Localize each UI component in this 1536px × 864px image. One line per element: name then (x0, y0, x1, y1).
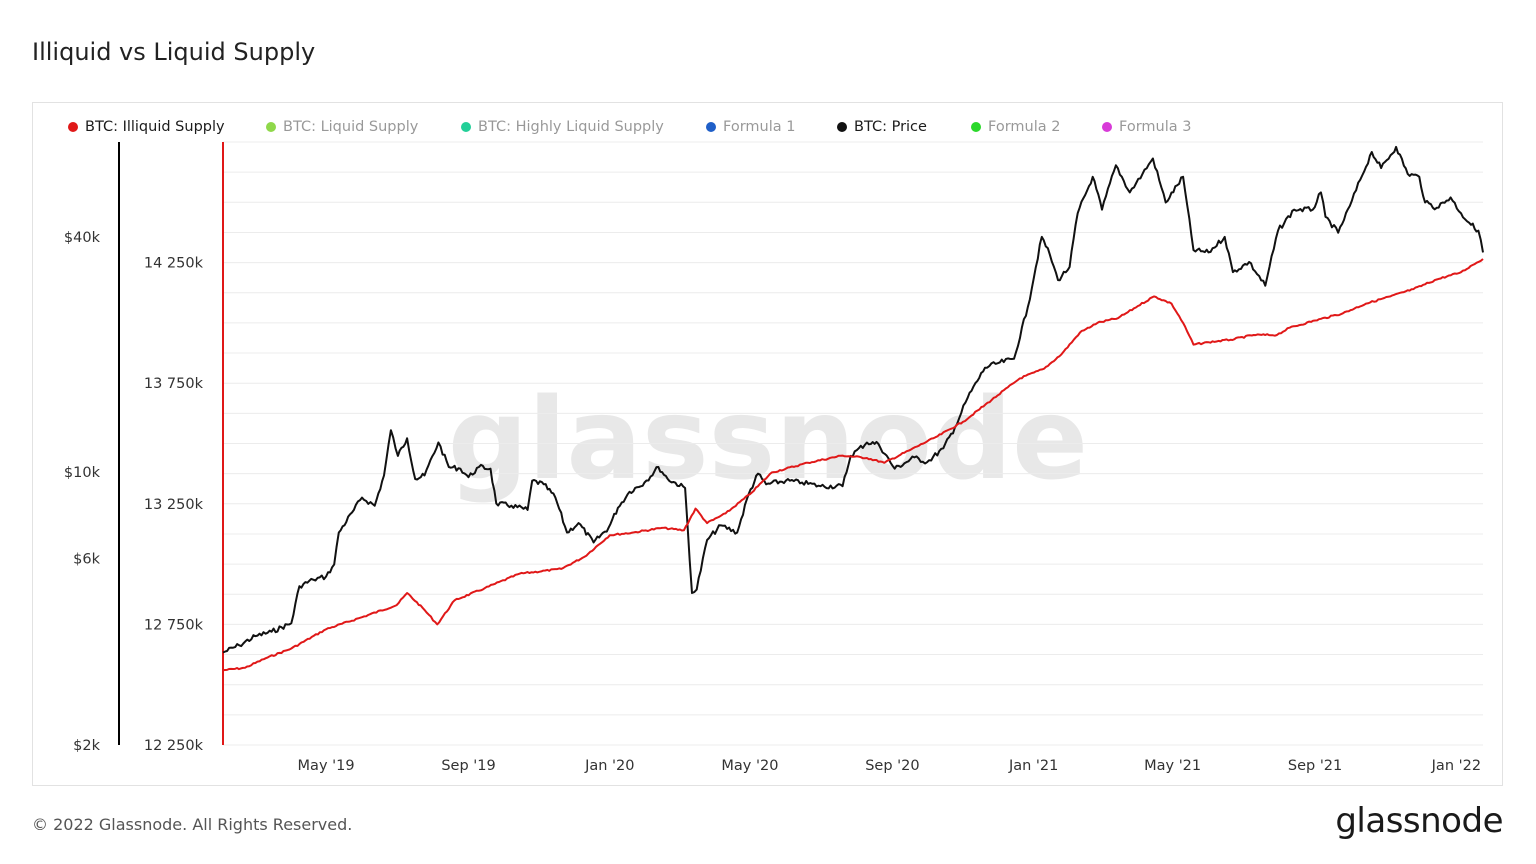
x-tick-label: May '19 (298, 758, 355, 774)
legend-label: BTC: Highly Liquid Supply (478, 119, 664, 135)
legend-dot-icon (837, 122, 847, 132)
legend-dot-icon (68, 122, 78, 132)
glassnode-logo: glassnode (1335, 801, 1503, 841)
right-axis-ticks: 12 250k 12 750k 13 250k 13 750k 14 250k (144, 256, 204, 754)
x-tick-label: Sep '21 (1288, 758, 1342, 774)
right-tick-label: 13 750k (144, 376, 204, 392)
legend-item-formula-2[interactable]: Formula 2 (971, 119, 1102, 135)
legend-item-formula-3[interactable]: Formula 3 (1102, 119, 1202, 135)
legend-dot-icon (266, 122, 276, 132)
series-lines (222, 145, 1484, 672)
legend-label: BTC: Price (854, 119, 927, 135)
legend-label: Formula 3 (1119, 119, 1192, 135)
copyright-footer: © 2022 Glassnode. All Rights Reserved. (32, 815, 353, 834)
legend-dot-icon (461, 122, 471, 132)
legend-label: BTC: Liquid Supply (283, 119, 419, 135)
left-axis-ticks: $2k $6k $10k $40k (64, 230, 101, 754)
legend-dot-icon (1102, 122, 1112, 132)
x-tick-label: Jan '22 (1431, 758, 1481, 774)
legend-item-btc-price[interactable]: BTC: Price (837, 119, 971, 135)
x-axis-ticks: May '19 Sep '19 Jan '20 May '20 Sep '20 Jan '… (298, 758, 1482, 774)
right-tick-label: 12 750k (144, 617, 204, 633)
legend-dot-icon (706, 122, 716, 132)
legend-dot-icon (971, 122, 981, 132)
chart-title: Illiquid vs Liquid Supply (32, 38, 316, 66)
legend-item-illiquid-supply[interactable]: BTC: Illiquid Supply (68, 119, 266, 135)
left-tick-label: $40k (64, 230, 101, 246)
x-tick-label: Jan '21 (1008, 758, 1058, 774)
left-tick-label: $6k (73, 552, 100, 568)
x-tick-label: Jan '20 (584, 758, 634, 774)
watermark-text: glassnode (448, 375, 1088, 505)
legend-item-liquid-supply[interactable]: BTC: Liquid Supply (266, 119, 461, 135)
right-tick-label: 13 250k (144, 497, 204, 513)
x-tick-label: May '20 (721, 758, 778, 774)
chart-panel (32, 102, 1503, 786)
left-tick-label: $2k (73, 738, 100, 754)
gridlines (223, 141, 1483, 746)
legend-label: Formula 2 (988, 119, 1061, 135)
legend: BTC: Illiquid Supply BTC: Liquid Supply … (68, 117, 1202, 137)
legend-label: BTC: Illiquid Supply (85, 119, 225, 135)
legend-item-formula-1[interactable]: Formula 1 (706, 119, 837, 135)
right-tick-label: 14 250k (144, 256, 204, 272)
legend-label: Formula 1 (723, 119, 796, 135)
left-tick-label: $10k (64, 465, 101, 481)
x-tick-label: May '21 (1144, 758, 1201, 774)
x-tick-label: Sep '20 (865, 758, 919, 774)
right-tick-label: 12 250k (144, 738, 204, 754)
x-tick-label: Sep '19 (441, 758, 495, 774)
legend-item-highly-liquid-supply[interactable]: BTC: Highly Liquid Supply (461, 119, 706, 135)
illiquid-supply-line (222, 258, 1484, 672)
